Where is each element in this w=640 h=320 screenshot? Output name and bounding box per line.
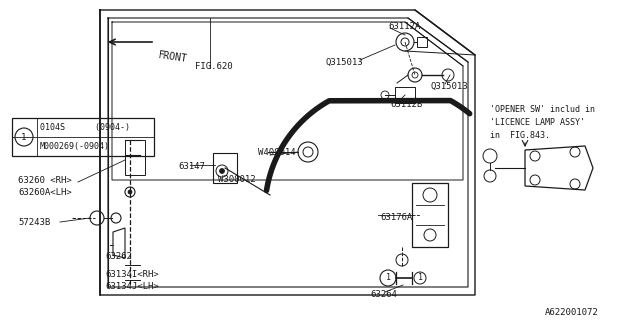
Text: 63260A<LH>: 63260A<LH> <box>18 188 72 197</box>
Text: 'LICENCE LAMP ASSY': 'LICENCE LAMP ASSY' <box>490 118 585 127</box>
Text: 57243B: 57243B <box>18 218 51 227</box>
Text: 1: 1 <box>417 274 422 283</box>
Text: 63134I<RH>: 63134I<RH> <box>105 270 159 279</box>
Text: W300012: W300012 <box>218 175 255 184</box>
Text: 63176A: 63176A <box>380 213 412 222</box>
Text: 1: 1 <box>385 274 390 283</box>
Text: Q315013: Q315013 <box>325 58 363 67</box>
Circle shape <box>220 169 225 173</box>
Text: Q315013: Q315013 <box>430 82 468 91</box>
Text: FIG.620: FIG.620 <box>195 62 232 71</box>
Text: FRONT: FRONT <box>158 50 189 64</box>
Text: 0104S      (0904-): 0104S (0904-) <box>40 123 130 132</box>
Text: A622001072: A622001072 <box>545 308 599 317</box>
Text: 63260 <RH>: 63260 <RH> <box>18 176 72 185</box>
Text: 63147: 63147 <box>178 162 205 171</box>
Text: 63112B: 63112B <box>390 100 422 109</box>
Text: M000269(-0904): M000269(-0904) <box>40 142 110 151</box>
Text: 1: 1 <box>21 132 27 141</box>
Text: W400014: W400014 <box>258 148 296 157</box>
Text: 63264: 63264 <box>370 290 397 299</box>
Text: 63134J<LH>: 63134J<LH> <box>105 282 159 291</box>
Text: 63262: 63262 <box>105 252 132 261</box>
Text: 63112A: 63112A <box>388 22 420 31</box>
Circle shape <box>128 190 132 194</box>
Text: in  FIG.843.: in FIG.843. <box>490 131 550 140</box>
Text: 'OPENER SW' includ in: 'OPENER SW' includ in <box>490 105 595 114</box>
